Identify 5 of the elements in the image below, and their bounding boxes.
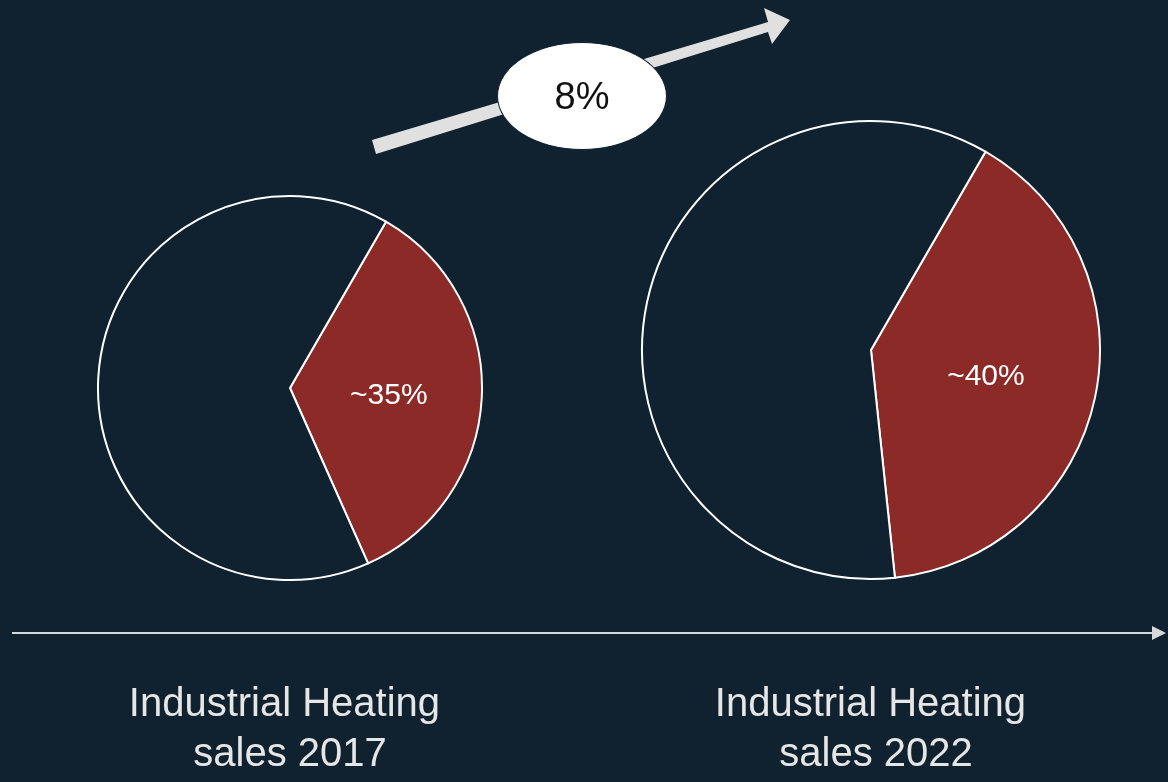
data-label: ~35% [350,376,428,410]
data-label: ~40% [947,357,1025,391]
text: Industrial Heating sales 2022 [714,680,1038,774]
text: 8% [497,42,667,150]
text: Industrial Heating sales 2017 [128,680,452,774]
